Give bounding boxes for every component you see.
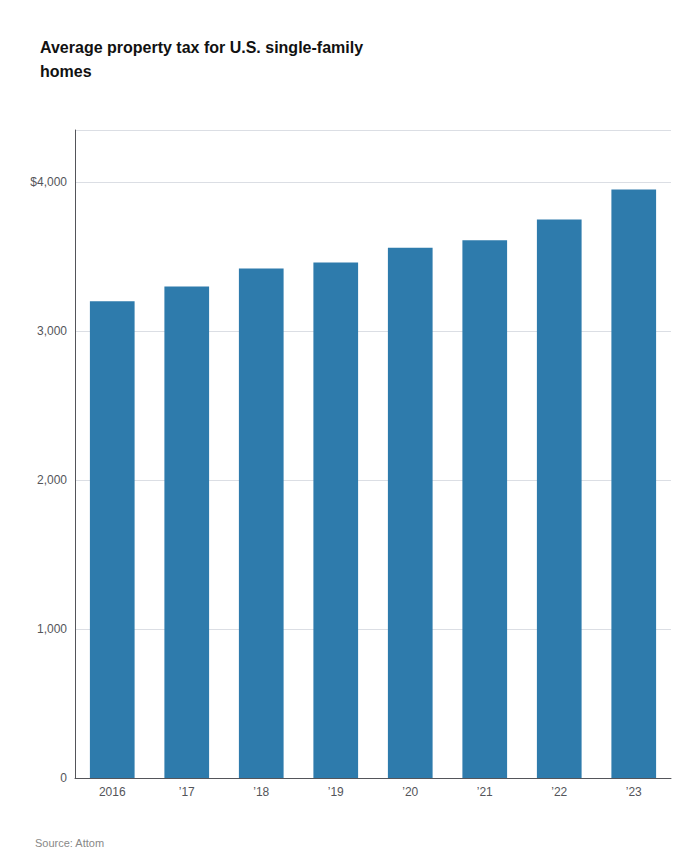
svg-text:’17: ’17 xyxy=(179,785,195,799)
svg-text:2016: 2016 xyxy=(99,785,126,799)
svg-text:’19: ’19 xyxy=(328,785,344,799)
svg-text:0: 0 xyxy=(60,771,67,785)
svg-text:2,000: 2,000 xyxy=(37,473,67,487)
svg-text:’21: ’21 xyxy=(477,785,493,799)
svg-text:homes: homes xyxy=(40,63,92,80)
svg-text:’20: ’20 xyxy=(402,785,418,799)
svg-text:’22: ’22 xyxy=(551,785,567,799)
svg-text:Average property tax for U.S.: Average property tax for U.S. single-fam… xyxy=(40,39,363,56)
svg-text:’23: ’23 xyxy=(626,785,642,799)
svg-text:’18: ’18 xyxy=(253,785,269,799)
svg-text:1,000: 1,000 xyxy=(37,622,67,636)
svg-text:Source: Attom: Source: Attom xyxy=(35,837,104,849)
svg-text:3,000: 3,000 xyxy=(37,324,67,338)
svg-text:$4,000: $4,000 xyxy=(30,175,67,189)
